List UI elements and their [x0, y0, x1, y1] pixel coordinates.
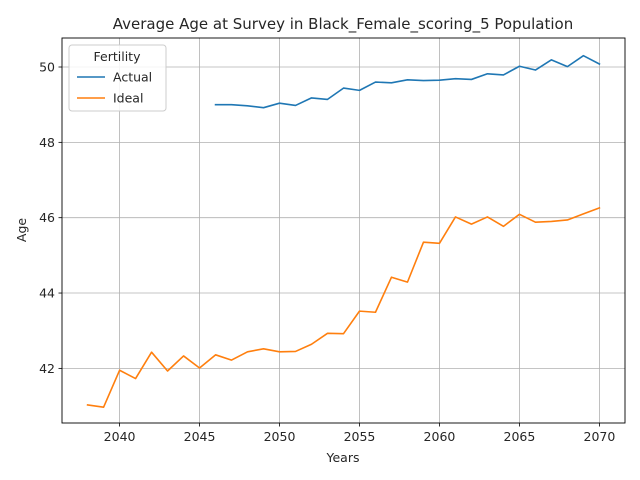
x-tick-label: 2055	[344, 429, 376, 444]
x-axis-ticks: 2040 2045 2050 2055 2060 2065 2070	[104, 423, 616, 444]
y-tick-label: 48	[39, 135, 55, 150]
chart-title: Average Age at Survey in Black_Female_sc…	[113, 15, 573, 34]
y-tick-label: 44	[39, 286, 55, 301]
x-tick-label: 2070	[584, 429, 616, 444]
legend-label-actual: Actual	[113, 70, 152, 85]
x-tick-label: 2060	[424, 429, 456, 444]
y-axis-label: Age	[14, 218, 29, 242]
y-tick-label: 42	[39, 361, 55, 376]
y-axis-ticks: 42 44 46 48 50	[39, 60, 62, 376]
plot-area-frame	[61, 37, 626, 424]
y-tick-label: 50	[39, 60, 55, 75]
legend-title: Fertility	[94, 49, 142, 64]
legend-label-ideal: Ideal	[113, 91, 143, 106]
y-tick-label: 46	[39, 210, 55, 225]
x-tick-label: 2045	[184, 429, 216, 444]
legend: Fertility Actual Ideal	[68, 44, 167, 112]
x-tick-label: 2040	[104, 429, 136, 444]
series-lines	[86, 54, 601, 408]
legend-box	[68, 44, 167, 112]
series-line-actual	[214, 54, 601, 109]
x-tick-label: 2065	[504, 429, 536, 444]
x-axis-label: Years	[326, 450, 360, 465]
grid-lines	[62, 38, 625, 423]
x-tick-label: 2050	[264, 429, 296, 444]
series-line-ideal	[86, 206, 601, 408]
